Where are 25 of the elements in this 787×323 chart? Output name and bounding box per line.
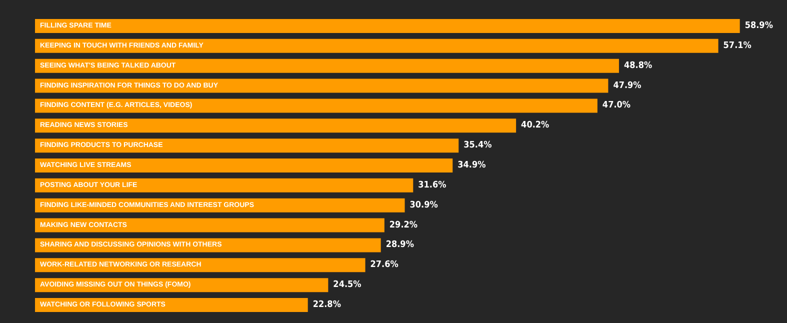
bar (35, 138, 459, 153)
bar (35, 98, 598, 113)
bar (35, 178, 414, 192)
data-label: 48.8% (624, 60, 652, 71)
bar (35, 158, 453, 172)
data-label: 29.2% (389, 220, 418, 230)
data-label: 28.9% (386, 240, 414, 250)
data-label: 57.1% (723, 40, 752, 51)
data-label: 47.9% (613, 80, 642, 91)
data-label: 30.9% (410, 200, 438, 210)
bar (35, 218, 384, 232)
data-label: 34.9% (458, 160, 486, 170)
bar (35, 58, 619, 73)
data-label: 35.4% (464, 140, 492, 151)
data-label: 27.6% (370, 260, 398, 270)
data-label: 40.2% (521, 120, 550, 131)
data-label: 58.9% (744, 20, 773, 31)
data-label: 24.5% (333, 280, 362, 290)
bar (35, 18, 740, 33)
data-label: 22.8% (312, 300, 341, 310)
bar (35, 38, 718, 53)
data-label: 47.0% (602, 100, 631, 111)
bar (35, 118, 516, 133)
bar (35, 78, 608, 93)
data-label: 31.6% (418, 180, 446, 190)
